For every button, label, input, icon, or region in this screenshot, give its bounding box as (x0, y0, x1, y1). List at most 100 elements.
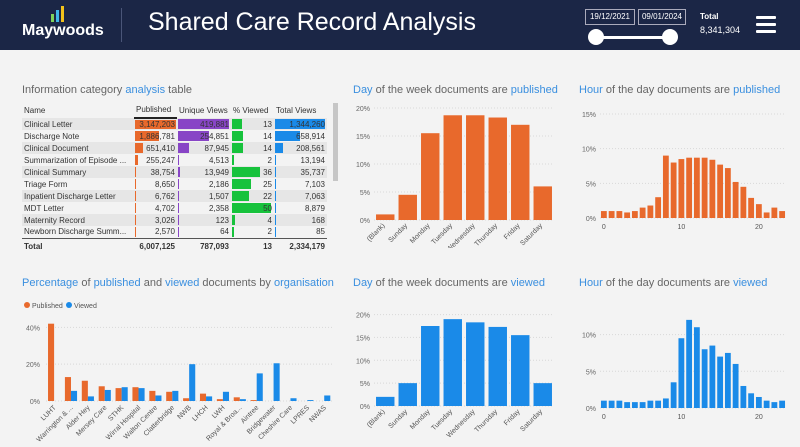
bar[interactable] (655, 400, 662, 408)
bar[interactable] (488, 326, 507, 406)
bar[interactable] (639, 207, 646, 218)
bar[interactable] (701, 157, 708, 218)
date-range-end-handle[interactable] (662, 29, 678, 45)
bar[interactable] (662, 155, 669, 218)
bar[interactable] (307, 400, 314, 401)
bar[interactable] (376, 214, 395, 220)
bar[interactable] (64, 377, 71, 401)
bar[interactable] (199, 393, 207, 401)
bar[interactable] (655, 197, 662, 218)
col-header-unique-views[interactable]: Unique Views (179, 105, 228, 115)
bar[interactable] (600, 211, 607, 218)
bar[interactable] (443, 115, 462, 220)
bar[interactable] (222, 391, 230, 401)
bar[interactable] (678, 338, 685, 408)
bar[interactable] (755, 204, 762, 218)
bar[interactable] (732, 181, 739, 218)
bar[interactable] (701, 349, 708, 408)
bar[interactable] (533, 186, 552, 220)
bar[interactable] (686, 157, 693, 218)
table-row[interactable]: Clinical Letter 3,147,203 419,881 13 1,344,2… (22, 118, 327, 130)
bar[interactable] (724, 168, 731, 218)
bar[interactable] (670, 382, 677, 408)
bar[interactable] (600, 400, 607, 408)
bar[interactable] (771, 207, 778, 218)
table-row[interactable]: Clinical Document 651,410 87,945 14 208,561 (22, 142, 327, 154)
table-row[interactable]: Inpatient Discharge Letter 6,762 1,507 22 7,… (22, 190, 327, 202)
bar[interactable] (443, 319, 462, 406)
bar[interactable] (670, 162, 677, 218)
bar[interactable] (624, 402, 631, 408)
bar[interactable] (608, 211, 615, 218)
bar[interactable] (779, 211, 786, 218)
bar[interactable] (631, 211, 638, 218)
bar[interactable] (290, 398, 297, 401)
bar[interactable] (87, 396, 94, 401)
bar[interactable] (511, 124, 530, 220)
bar[interactable] (693, 157, 700, 218)
bar[interactable] (717, 164, 724, 218)
hamburger-menu-icon[interactable] (756, 16, 776, 33)
bar[interactable] (138, 388, 145, 401)
table-row[interactable]: Summarization of Episode ... 255,247 4,513… (22, 154, 327, 166)
bar[interactable] (533, 383, 552, 406)
bar[interactable] (686, 319, 693, 408)
bar[interactable] (256, 373, 263, 401)
bar[interactable] (216, 399, 223, 401)
bar[interactable] (183, 398, 190, 401)
bar[interactable] (104, 389, 111, 401)
bar[interactable] (647, 400, 654, 408)
bar[interactable] (206, 396, 213, 401)
bar[interactable] (639, 402, 646, 408)
table-row[interactable]: Maternity Record 3,026 123 4 168 (22, 214, 327, 226)
bar[interactable] (250, 400, 257, 401)
end-date-input[interactable]: 09/01/2024 (638, 9, 686, 25)
bar[interactable] (693, 327, 700, 408)
bar[interactable] (717, 356, 724, 408)
bar[interactable] (98, 386, 105, 401)
bar[interactable] (755, 396, 762, 408)
bar[interactable] (511, 335, 530, 406)
bar[interactable] (763, 400, 770, 408)
bar[interactable] (616, 400, 623, 408)
bar[interactable] (81, 380, 88, 401)
bar[interactable] (149, 390, 156, 401)
bar[interactable] (616, 211, 623, 218)
bar[interactable] (421, 133, 440, 220)
bar[interactable] (132, 387, 139, 401)
table-row[interactable]: Discharge Note 1,886,781 254,851 14 658,914 (22, 130, 327, 142)
bar[interactable] (172, 390, 179, 401)
bar[interactable] (624, 212, 631, 218)
bar[interactable] (466, 115, 485, 220)
bar[interactable] (155, 395, 162, 401)
bar[interactable] (398, 194, 417, 220)
bar[interactable] (608, 400, 615, 408)
legend-label[interactable]: Viewed (74, 303, 97, 310)
bar[interactable] (233, 397, 240, 401)
bar[interactable] (771, 402, 778, 408)
date-range-start-handle[interactable] (588, 29, 604, 45)
bar[interactable] (709, 345, 716, 408)
table-scrollbar[interactable] (333, 103, 338, 181)
bar[interactable] (740, 385, 747, 408)
bar[interactable] (647, 205, 654, 218)
bar[interactable] (166, 391, 173, 401)
bar[interactable] (678, 159, 685, 218)
bar[interactable] (324, 395, 331, 401)
bar[interactable] (724, 352, 731, 408)
bar[interactable] (732, 363, 739, 408)
bar[interactable] (631, 402, 638, 408)
col-header-name[interactable]: Name (24, 105, 46, 115)
table-row[interactable]: Newborn Discharge Summ... 2,570 64 2 85 (22, 226, 327, 238)
bar[interactable] (662, 398, 669, 408)
col-header-total-views[interactable]: Total Views (276, 105, 317, 115)
bar[interactable] (779, 400, 786, 408)
table-row[interactable]: Clinical Summary 38,754 13,949 36 35,737 (22, 166, 327, 178)
table-row[interactable]: MDT Letter 4,702 2,358 50 8,879 (22, 202, 327, 214)
bar[interactable] (466, 322, 485, 406)
bar[interactable] (376, 396, 395, 406)
bar[interactable] (189, 364, 196, 401)
bar[interactable] (121, 387, 128, 401)
bar[interactable] (709, 159, 716, 218)
col-header-pct-viewed[interactable]: % Viewed (233, 105, 269, 115)
